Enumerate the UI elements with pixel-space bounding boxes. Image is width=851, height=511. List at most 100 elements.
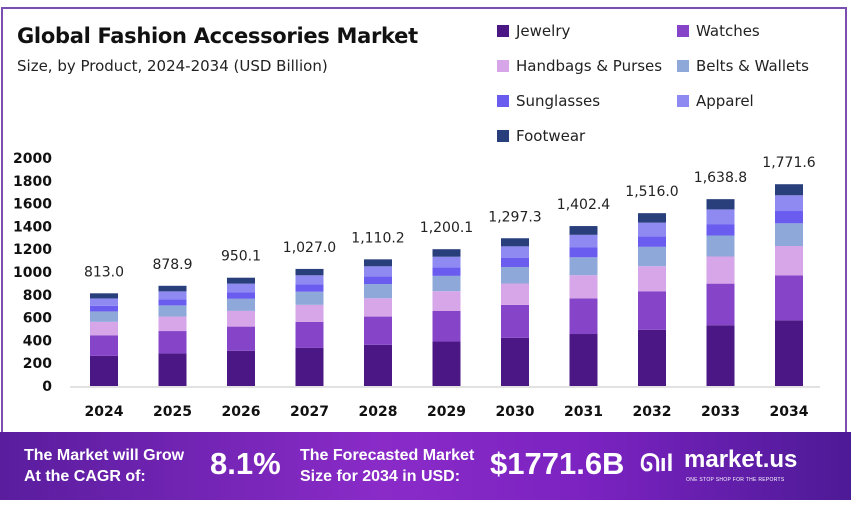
bar-segment-jewelry xyxy=(227,350,255,386)
bar-segment-sunglasses xyxy=(158,299,187,306)
legend-swatch xyxy=(497,60,509,72)
total-data-label: 950.1 xyxy=(221,249,261,265)
bar-segment-jewelry xyxy=(432,341,461,386)
legend-swatch xyxy=(677,95,689,107)
bar-segment-apparel xyxy=(295,275,324,285)
bar-segment-apparel xyxy=(501,246,529,258)
y-tick-label: 1800 xyxy=(13,174,52,190)
bar-segment-sunglasses xyxy=(775,211,803,224)
total-data-label: 1,297.3 xyxy=(488,209,541,225)
y-tick-label: 1400 xyxy=(13,219,52,235)
forecast-value: $1771.6B xyxy=(490,446,625,481)
bar-segment-footwear xyxy=(227,277,255,284)
bar-segment-sunglasses xyxy=(432,267,461,276)
stacked-bar-chart: 0 200 400 600 800 1000 1200 1400 1600 1800 2000 813… xyxy=(13,151,820,420)
bar-segment-jewelry xyxy=(90,355,118,386)
summary-banner: The Market will Grow At the CAGR of: 8.1… xyxy=(0,432,851,500)
legend-item: Handbags & Purses xyxy=(497,57,662,75)
bar-segment-apparel xyxy=(432,256,461,268)
y-tick-label: 0 xyxy=(42,379,52,395)
legend-item: Footwear xyxy=(497,127,585,145)
chart-frame xyxy=(1,7,847,432)
y-tick-label: 600 xyxy=(23,311,52,327)
legend-label: Sunglasses xyxy=(516,92,601,110)
bar-segment-footwear xyxy=(90,293,118,299)
bar-segment-jewelry xyxy=(569,334,598,386)
total-data-label: 878.9 xyxy=(152,257,192,273)
bar-segment-belts-wallets xyxy=(706,235,735,257)
total-data-label: 1,200.1 xyxy=(420,220,473,236)
y-tick-label: 200 xyxy=(23,356,52,372)
legend-label: Footwear xyxy=(516,127,586,145)
bar-segment-belts-wallets xyxy=(432,275,461,292)
bar-segment-apparel xyxy=(158,291,187,300)
bar-segment-footwear xyxy=(501,238,529,247)
x-tick-label: 2033 xyxy=(701,404,740,420)
bar-segment-footwear xyxy=(775,184,803,196)
x-tick-label: 2030 xyxy=(496,404,535,420)
bar-segment-sunglasses xyxy=(501,257,529,267)
bar-segment-belts-wallets xyxy=(227,298,255,311)
bar-segment-belts-wallets xyxy=(90,311,118,322)
bar-segment-handbags-purses xyxy=(158,316,187,332)
bar-segment-watches xyxy=(364,316,392,345)
bar-segment-jewelry xyxy=(295,347,324,386)
bar-segment-handbags-purses xyxy=(569,275,598,299)
bar-segment-watches xyxy=(775,275,803,321)
bar-segment-belts-wallets xyxy=(775,223,803,247)
bar-segment-sunglasses xyxy=(227,292,255,299)
bar-segment-watches xyxy=(638,291,666,330)
bar-segment-sunglasses xyxy=(295,284,324,292)
total-data-label: 1,027.0 xyxy=(283,240,336,256)
bar-segment-watches xyxy=(569,298,598,335)
bar-segment-handbags-purses xyxy=(432,291,461,311)
bar-segment-watches xyxy=(295,321,324,348)
legend-swatch xyxy=(497,95,509,107)
legend-item: Watches xyxy=(677,22,760,40)
bar-segment-belts-wallets xyxy=(364,284,392,299)
x-tick-label: 2029 xyxy=(427,404,466,420)
bar-segment-sunglasses xyxy=(706,224,735,236)
bar-segment-apparel xyxy=(706,209,735,225)
legend-label: Handbags & Purses xyxy=(516,57,663,75)
bar-segment-watches xyxy=(432,310,461,342)
bar-segment-jewelry xyxy=(158,353,187,386)
forecast-label: The Forecasted Market Size for 2034 in U… xyxy=(300,445,474,487)
y-tick-label: 1600 xyxy=(13,197,52,213)
legend-label: Watches xyxy=(696,22,760,40)
bar-segment-footwear xyxy=(569,226,598,235)
bar-segment-sunglasses xyxy=(638,236,666,247)
legend-label: Apparel xyxy=(696,92,754,110)
forecast-label-line2: Size for 2034 in USD: xyxy=(300,468,461,485)
total-data-label: 1,110.2 xyxy=(351,230,404,246)
legend-item: Jewelry xyxy=(497,22,570,40)
total-data-label: 1,516.0 xyxy=(625,184,678,200)
bar-segment-handbags-purses xyxy=(638,266,666,292)
total-data-label: 1,771.6 xyxy=(762,155,816,171)
x-tick-label: 2024 xyxy=(85,404,124,420)
bar-segment-footwear xyxy=(706,199,735,210)
y-tick-label: 800 xyxy=(23,288,52,304)
bar-segment-footwear xyxy=(295,268,324,276)
x-tick-label: 2026 xyxy=(222,404,261,420)
x-tick-label: 2025 xyxy=(153,404,192,420)
y-tick-label: 2000 xyxy=(13,151,52,167)
x-tick-label: 2031 xyxy=(564,404,603,420)
bar-segment-jewelry xyxy=(775,320,803,386)
logo-tagline: ONE STOP SHOP FOR THE REPORTS xyxy=(686,477,785,483)
chart-title: Global Fashion Accessories Market xyxy=(17,24,418,48)
cagr-label-line1: The Market will Grow xyxy=(24,447,185,464)
bar-segment-watches xyxy=(501,304,529,338)
bar-segment-jewelry xyxy=(364,344,392,386)
bar-segment-footwear xyxy=(364,259,392,267)
bar-segment-handbags-purses xyxy=(90,321,118,336)
bar-segment-handbags-purses xyxy=(706,256,735,284)
bar-segment-sunglasses xyxy=(364,276,392,285)
bar-segment-belts-wallets xyxy=(158,305,187,317)
y-tick-label: 1000 xyxy=(13,265,52,281)
bar-segment-belts-wallets xyxy=(638,246,666,267)
chart-subtitle: Size, by Product, 2024-2034 (USD Billion… xyxy=(17,57,328,75)
bar-segment-apparel xyxy=(569,234,598,248)
logo-text: market.us xyxy=(684,446,798,473)
